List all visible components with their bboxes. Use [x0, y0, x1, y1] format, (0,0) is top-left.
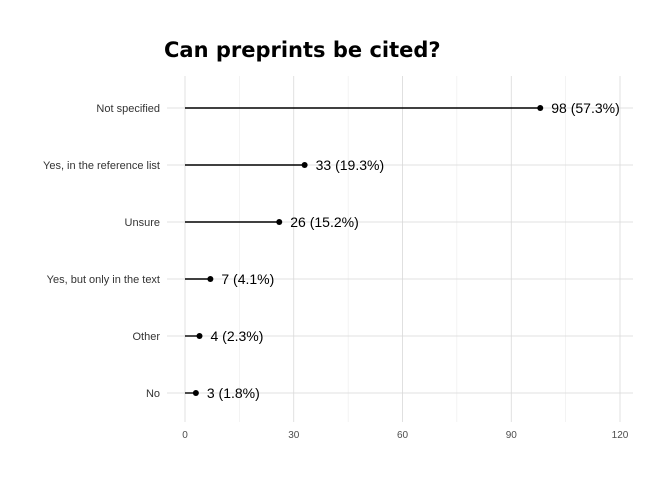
category-label: Unsure: [125, 217, 160, 229]
grid-lines: [167, 76, 633, 422]
x-tick-label: 30: [288, 430, 300, 441]
x-axis-ticks: 0 30 60 90 120: [182, 430, 629, 441]
data-label: 98 (57.3%): [551, 100, 619, 116]
data-label: 4 (2.3%): [211, 328, 264, 344]
x-tick-label: 120: [612, 430, 629, 441]
category-label: Yes, but only in the text: [47, 274, 160, 286]
category-label: Other: [132, 331, 160, 343]
category-label: Not specified: [96, 103, 160, 115]
lollipop-point: [207, 276, 214, 282]
lollipop-point: [276, 219, 283, 225]
lollipop-point: [192, 390, 199, 396]
data-labels: 98 (57.3%) 33 (19.3%) 26 (15.2%) 7 (4.1%) 4 …: [207, 100, 620, 401]
lollipop-point: [537, 105, 544, 111]
x-tick-label: 60: [397, 430, 409, 441]
x-tick-label: 0: [182, 430, 188, 441]
x-tick-label: 90: [506, 430, 518, 441]
category-label: Yes, in the reference list: [43, 160, 160, 172]
category-labels: Not specified Yes, in the reference list U…: [43, 103, 160, 400]
lollipop-point: [196, 333, 203, 339]
lollipop-point: [301, 162, 308, 168]
data-label: 26 (15.2%): [290, 214, 358, 230]
category-label: No: [146, 388, 160, 400]
data-label: 3 (1.8%): [207, 385, 260, 401]
data-label: 7 (4.1%): [221, 271, 274, 287]
data-label: 33 (19.3%): [316, 157, 384, 173]
lollipop-marks: [185, 105, 544, 396]
chart-title: Can preprints be cited?: [164, 38, 441, 62]
